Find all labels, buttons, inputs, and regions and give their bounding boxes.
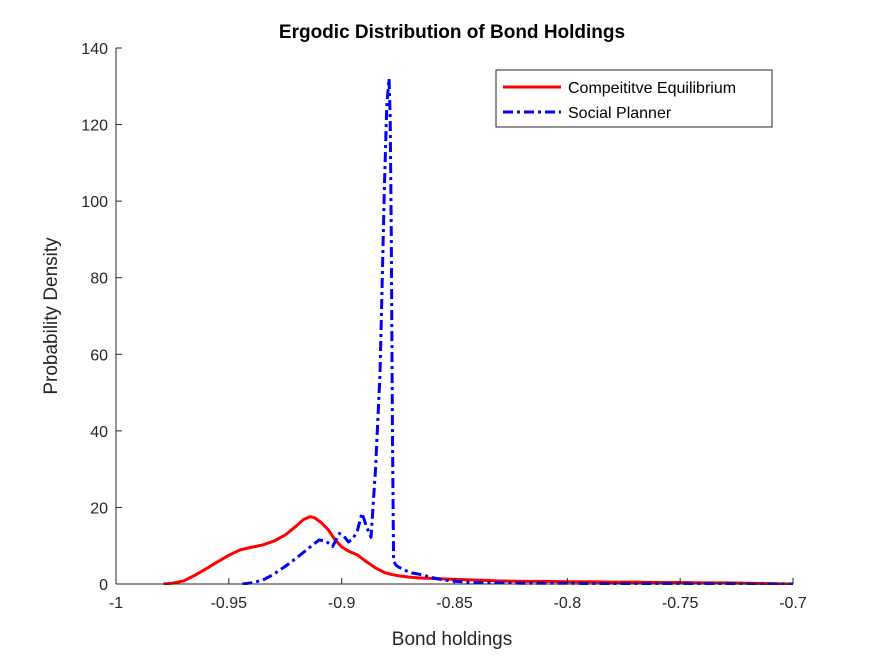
y-tick-label: 40: [90, 424, 108, 441]
y-tick-label: 0: [99, 577, 108, 594]
x-tick-label: -0.75: [662, 595, 699, 612]
y-tick-label: 100: [81, 194, 108, 211]
x-tick-label: -1: [109, 595, 123, 612]
series-line-competitive-equilibrium: [163, 515, 791, 585]
legend-box: [495, 69, 773, 128]
legend: Compeititve Equilibrium Social Planner: [495, 69, 773, 128]
y-tick-label: 140: [81, 41, 108, 58]
x-tick-label: -0.85: [436, 595, 473, 612]
y-tick-label: 80: [90, 271, 108, 288]
series-line-social-planner: [242, 77, 793, 585]
x-axis-label: Bond holdings: [392, 629, 512, 650]
x-tick-label: -0.9: [328, 595, 356, 612]
y-tick-label: 60: [90, 347, 108, 364]
y-axis-label: Probability Density: [41, 237, 62, 395]
legend-label-social-planner: Social Planner: [568, 105, 672, 122]
chart-title: Ergodic Distribution of Bond Holdings: [279, 22, 625, 43]
x-tick-label: -0.95: [211, 595, 248, 612]
x-tick-label: -0.7: [779, 595, 807, 612]
x-tick-label: -0.8: [554, 595, 582, 612]
y-tick-label: 120: [81, 118, 108, 135]
legend-label-competitive-equilibrium: Compeititve Equilibrium: [568, 80, 736, 97]
y-tick-label: 20: [90, 500, 108, 517]
